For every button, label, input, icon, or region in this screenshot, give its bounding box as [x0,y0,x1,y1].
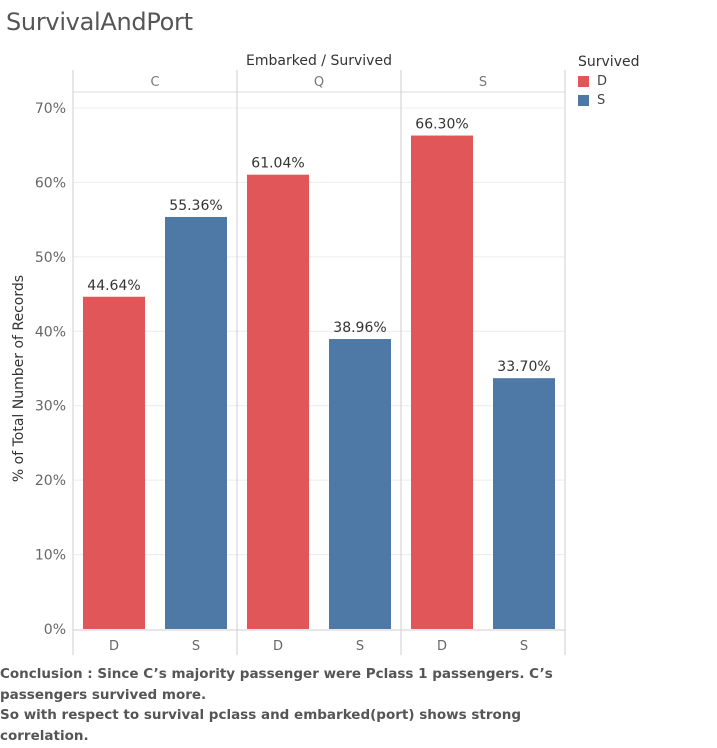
y-axis-label: % of Total Number of Records [11,275,27,482]
bar-c-s [165,216,227,629]
x-tick-label: D [273,639,283,654]
legend-item-d[interactable]: D [578,72,639,91]
data-label: 38.96% [333,320,386,336]
data-label: 33.70% [497,359,550,375]
conclusion-line: So with respect to survival pclass and e… [0,707,522,723]
legend-swatch-d [578,76,589,87]
panel-header-s: S [479,75,487,90]
y-tick-label: 40% [35,324,66,340]
legend-title: Survived [578,54,640,70]
y-tick-label: 30% [35,399,66,415]
conclusion-line: correlation. [0,727,89,744]
data-label: 44.64% [87,278,140,294]
conclusion-text: Conclusion : Since C’s majority passenge… [0,664,560,746]
y-tick-label: 0% [44,622,66,638]
y-tick-label: 50% [35,250,66,266]
x-tick-label: D [437,639,447,654]
conclusion-line: passengers survived more. [0,686,207,703]
bar-chart: Embarked / Survived 0% 10% 20% 30% 40% 50% 60% 7… [11,53,566,655]
legend-item-s[interactable]: S [578,91,639,110]
y-tick-label: 60% [35,175,66,191]
bar-c-d [83,296,145,629]
x-tick-label: S [192,639,200,654]
y-tick-label: 10% [35,548,66,564]
legend: Survived D S [578,54,639,110]
legend-swatch-s [578,95,589,106]
conclusion-line: Conclusion : Since C’s majority passenge… [0,666,553,682]
data-label: 66.30% [415,117,468,133]
bar-q-d [247,174,309,630]
data-label: 61.04% [251,156,304,172]
data-label: 55.36% [169,198,222,214]
x-tick-label: D [109,639,119,654]
x-tick-label: S [356,639,364,654]
y-tick-label: 70% [35,101,66,117]
legend-label-s: S [597,93,606,108]
y-tick-label: 20% [35,473,66,489]
x-tick-label: S [520,639,528,654]
column-header-title: Embarked / Survived [246,53,392,69]
panel-header-c: C [150,75,159,90]
bar-s-d [411,135,473,629]
legend-label-d: D [597,74,608,89]
bar-s-s [493,378,555,629]
panel-header-q: Q [314,75,324,90]
chart-title: SurvivalAndPort [6,8,193,36]
bar-q-s [329,339,391,629]
